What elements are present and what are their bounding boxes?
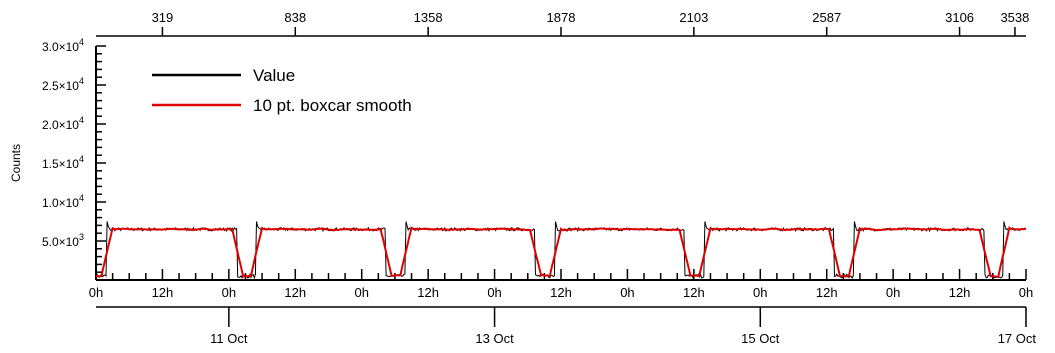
x-hour-tick-label: 0h xyxy=(1019,285,1033,300)
y-tick-label: 1.5×104 xyxy=(42,154,84,171)
axes: 5.0×1031.0×1041.5×1042.0×1042.5×1043.0×1… xyxy=(9,10,1036,346)
x-hour-tick-label: 12h xyxy=(284,285,306,300)
x-hour-tick-label: 12h xyxy=(816,285,838,300)
y-tick-exponent: 4 xyxy=(79,154,84,164)
x-hour-tick-label: 12h xyxy=(152,285,174,300)
legend: Value 10 pt. boxcar smooth xyxy=(152,66,412,115)
y-tick-label: 2.0×104 xyxy=(42,115,84,132)
x-hour-tick-label: 0h xyxy=(620,285,634,300)
y-tick-mantissa: 5.0×10 xyxy=(42,235,79,249)
y-tick-exponent: 4 xyxy=(79,193,84,203)
x-hour-tick-label: 12h xyxy=(683,285,705,300)
series-group xyxy=(95,221,1027,280)
y-tick-exponent: 4 xyxy=(79,37,84,47)
y-tick-mantissa: 1.0×10 xyxy=(42,196,79,210)
x-hour-tick-label: 12h xyxy=(550,285,572,300)
y-tick-label: 1.0×104 xyxy=(42,193,84,210)
y-tick-exponent: 4 xyxy=(79,76,84,86)
y-tick-mantissa: 3.0×10 xyxy=(42,40,79,54)
y-axis-label: Counts xyxy=(9,144,23,182)
top-tick-label: 2587 xyxy=(812,10,841,25)
series-line-boxcar-smooth xyxy=(95,226,1027,278)
x-hour-tick-label: 0h xyxy=(487,285,501,300)
y-tick-label: 3.0×104 xyxy=(42,37,84,54)
date-tick-label: 13 Oct xyxy=(475,331,514,346)
top-tick-label: 838 xyxy=(284,10,306,25)
y-tick-exponent: 3 xyxy=(79,232,84,242)
top-tick-label: 1878 xyxy=(547,10,576,25)
y-tick-exponent: 4 xyxy=(79,115,84,125)
top-tick-label: 2103 xyxy=(679,10,708,25)
y-tick-mantissa: 1.5×10 xyxy=(42,157,79,171)
x-hour-tick-label: 0h xyxy=(753,285,767,300)
date-tick-label: 17 Oct xyxy=(998,331,1037,346)
top-tick-label: 1358 xyxy=(414,10,443,25)
top-tick-label: 3538 xyxy=(1000,10,1029,25)
x-hour-tick-label: 0h xyxy=(354,285,368,300)
legend-label: Value xyxy=(253,66,295,85)
date-tick-label: 11 Oct xyxy=(210,331,248,346)
top-tick-label: 319 xyxy=(152,10,174,25)
legend-label: 10 pt. boxcar smooth xyxy=(253,96,412,115)
x-hour-tick-label: 0h xyxy=(886,285,900,300)
y-tick-label: 2.5×104 xyxy=(42,76,84,93)
x-hour-tick-label: 12h xyxy=(949,285,971,300)
x-hour-tick-label: 0h xyxy=(222,285,236,300)
top-tick-label: 3106 xyxy=(945,10,974,25)
y-tick-mantissa: 2.5×10 xyxy=(42,79,79,93)
x-hour-tick-label: 12h xyxy=(417,285,439,300)
y-tick-label: 5.0×103 xyxy=(42,232,84,249)
y-tick-mantissa: 2.0×10 xyxy=(42,118,79,132)
x-hour-tick-label: 0h xyxy=(89,285,103,300)
date-tick-label: 15 Oct xyxy=(741,331,780,346)
